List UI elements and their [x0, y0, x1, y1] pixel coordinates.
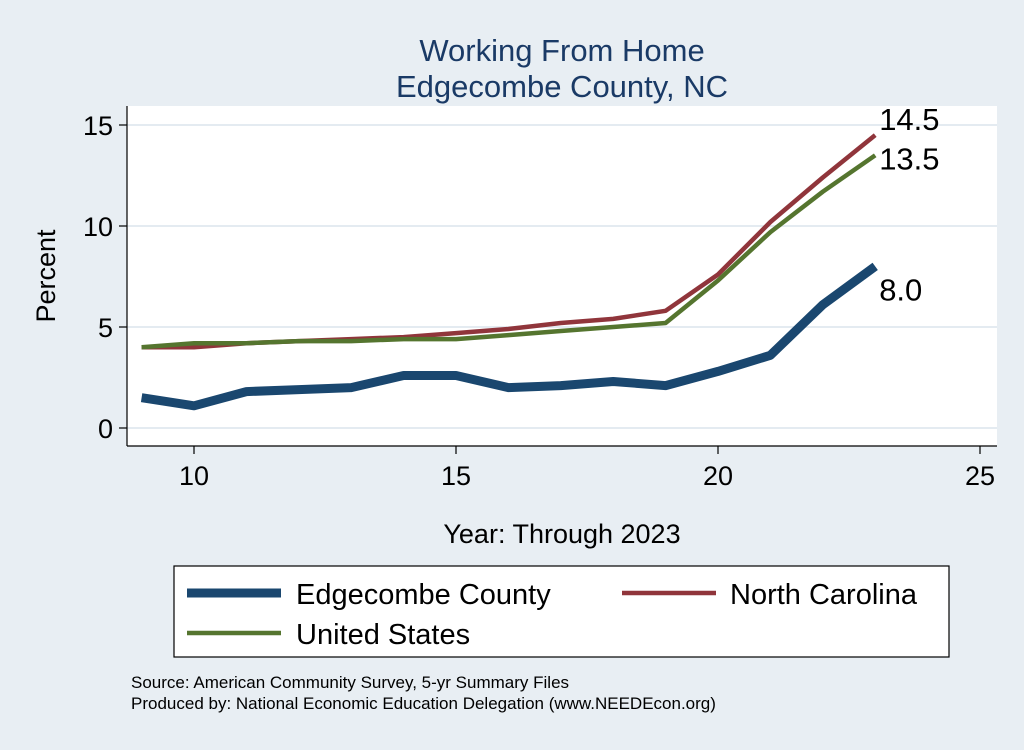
x-tick-label: 20: [703, 461, 733, 491]
end-label-north-carolina: 14.5: [879, 102, 939, 137]
x-tick-label: 15: [441, 461, 471, 491]
y-axis: 0 5 10 15: [83, 106, 128, 446]
y-tick-label: 0: [98, 414, 113, 444]
end-labels: 8.0 14.5 13.5: [879, 102, 939, 307]
legend-label-edgecombe: Edgecombe County: [296, 579, 551, 611]
producer-note: Produced by: National Economic Education…: [131, 694, 716, 713]
x-tick-label: 25: [965, 461, 995, 491]
chart-subtitle: Edgecombe County, NC: [396, 69, 728, 104]
series-lines: [140, 133, 878, 411]
chart-title: Working From Home: [419, 33, 704, 68]
legend-label-north-carolina: North Carolina: [730, 579, 918, 611]
y-axis-title: Percent: [31, 229, 61, 323]
x-axis-title: Year: Through 2023: [443, 519, 680, 549]
series-line-edgecombe-county: [140, 262, 878, 411]
x-tick-label: 10: [179, 461, 209, 491]
y-tick-label: 10: [83, 212, 113, 242]
y-tick-label: 15: [83, 111, 113, 141]
end-label-edgecombe-county: 8.0: [879, 272, 922, 307]
source-note: Source: American Community Survey, 5-yr …: [131, 673, 569, 692]
legend-label-united-states: United States: [296, 619, 470, 651]
end-label-united-states: 13.5: [879, 141, 939, 176]
series-line-united-states: [141, 153, 877, 350]
x-axis: 10 15 20 25: [127, 445, 997, 491]
y-tick-label: 5: [98, 313, 113, 343]
legend-box: [173, 565, 950, 658]
legend: Edgecombe County North Carolina United S…: [173, 565, 950, 658]
gridlines: [127, 124, 997, 429]
